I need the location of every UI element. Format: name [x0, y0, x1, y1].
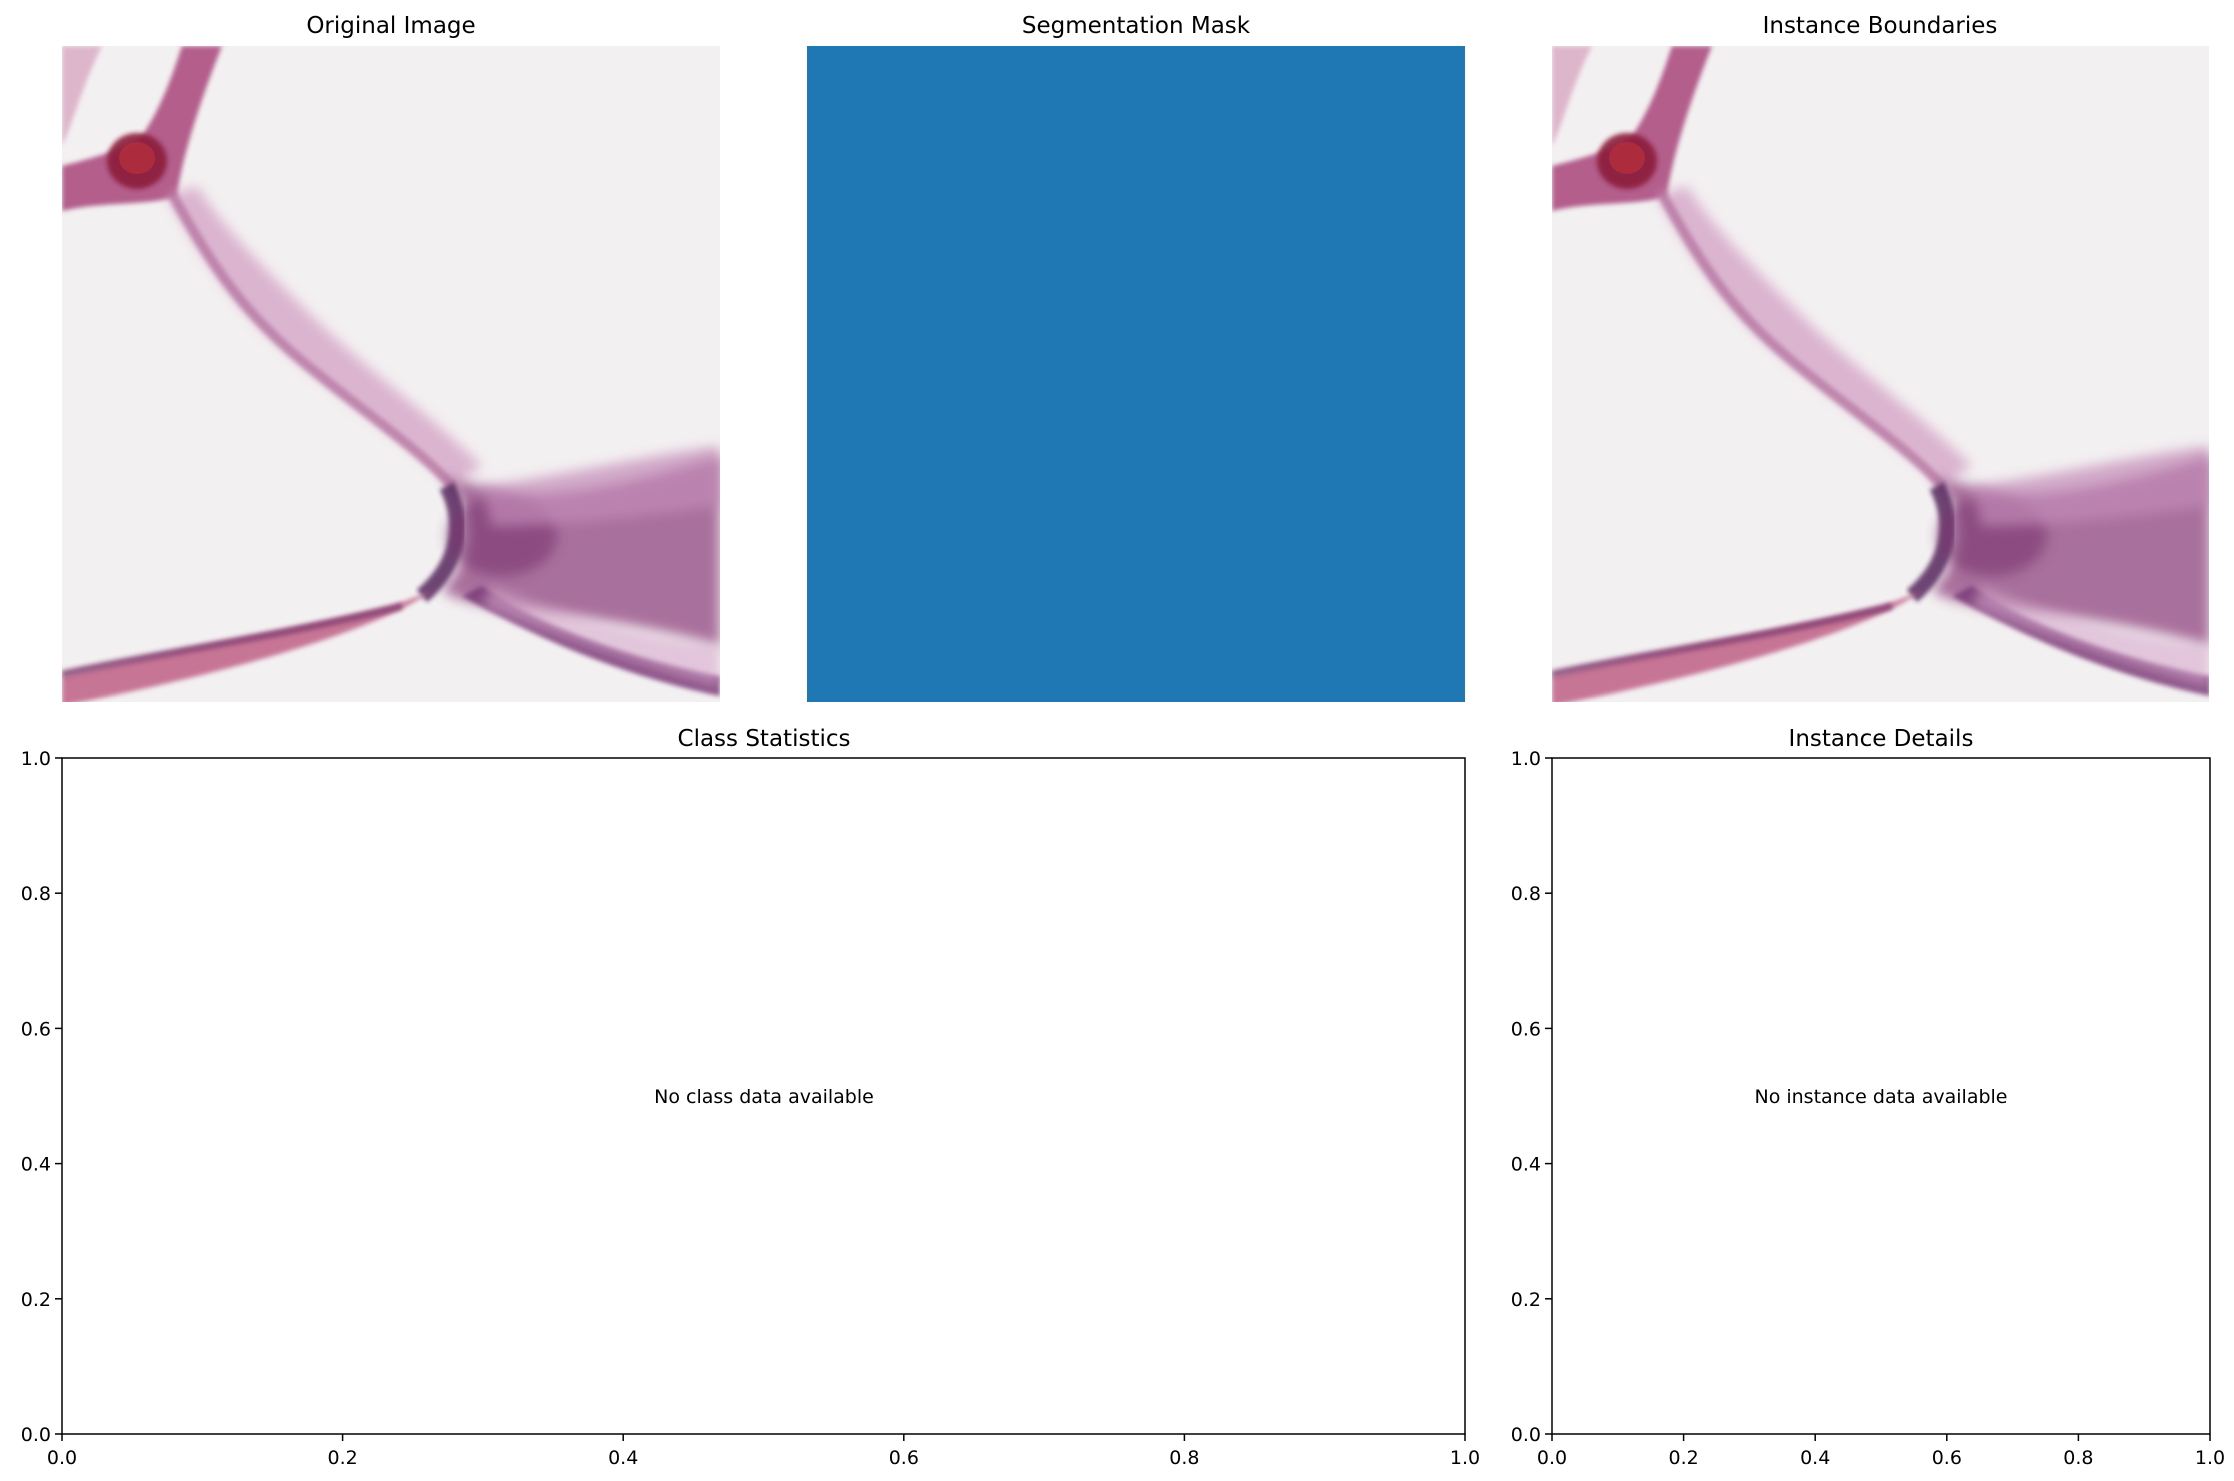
original-image-panel: Original Image: [62, 13, 720, 706]
class-statistics-x-tick-label: 0.2: [327, 1447, 357, 1469]
segmentation-mask: [807, 46, 1465, 702]
instance-details-axes: Instance Details No instance data availa…: [1511, 726, 2225, 1469]
original-image: [62, 46, 720, 706]
class-statistics-x-tick-label: 1.0: [1450, 1447, 1480, 1469]
class-statistics-frame: [61, 757, 1466, 1435]
instance-details-y-tick-label: 0.8: [1511, 883, 1541, 905]
class-statistics-title: Class Statistics: [678, 726, 851, 752]
instance-details-message: No instance data available: [1754, 1086, 2007, 1108]
class-statistics-y-tick-label: 0.4: [21, 1154, 51, 1176]
instance-boundaries-image: [1552, 46, 2210, 706]
class-statistics-x-tick-label: 0.8: [1169, 1447, 1199, 1469]
class-statistics-y-tick-label: 0.2: [21, 1289, 51, 1311]
original-image-title: Original Image: [306, 13, 475, 39]
class-statistics-y-tick-label: 0.8: [21, 883, 51, 905]
instance-details-x-tick-label: 0.0: [1537, 1447, 1567, 1469]
instance-boundaries-title: Instance Boundaries: [1763, 13, 1998, 39]
instance-details-x-tick-label: 0.2: [1668, 1447, 1698, 1469]
class-statistics-x-tick-label: 0.6: [889, 1447, 919, 1469]
instance-details-frame: [1551, 757, 2211, 1435]
segmentation-mask-title: Segmentation Mask: [1022, 13, 1251, 39]
instance-details-title: Instance Details: [1789, 726, 1974, 752]
instance-boundaries-panel: Instance Boundaries: [1552, 13, 2210, 706]
segmentation-mask-panel: Segmentation Mask: [807, 13, 1465, 702]
instance-details-x-tick-label: 0.8: [2063, 1447, 2093, 1469]
class-statistics-y-tick-label: 1.0: [21, 748, 51, 770]
class-statistics-y-tick-label: 0.6: [21, 1018, 51, 1040]
instance-details-y-tick-label: 0.6: [1511, 1018, 1541, 1040]
instance-details-y-tick-label: 1.0: [1511, 748, 1541, 770]
instance-details-x-tick-label: 0.4: [1800, 1447, 1830, 1469]
instance-details-x-tick-label: 0.6: [1932, 1447, 1962, 1469]
class-statistics-x-tick-label: 0.4: [608, 1447, 638, 1469]
instance-details-x-tick-label: 1.0: [2195, 1447, 2225, 1469]
class-statistics-y-tick-label: 0.0: [21, 1424, 51, 1446]
class-statistics-message: No class data available: [654, 1086, 874, 1108]
instance-details-y-tick-label: 0.4: [1511, 1154, 1541, 1176]
class-statistics-x-tick-label: 0.0: [47, 1447, 77, 1469]
instance-details-y-tick-label: 0.0: [1511, 1424, 1541, 1446]
class-statistics-axes: Class Statistics No class data available…: [21, 726, 1480, 1469]
instance-details-y-tick-label: 0.2: [1511, 1289, 1541, 1311]
